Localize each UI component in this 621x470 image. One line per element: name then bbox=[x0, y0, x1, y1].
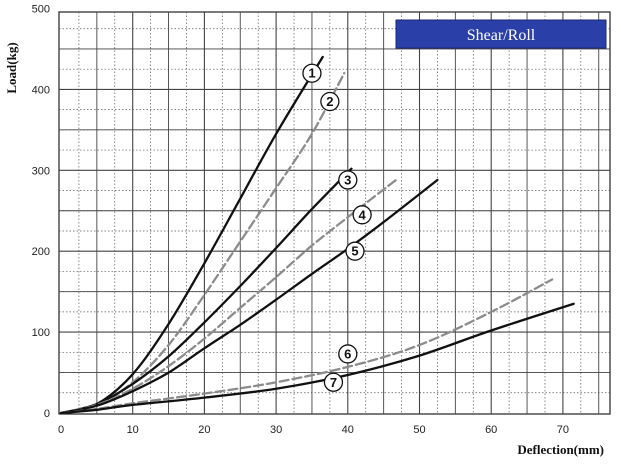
x-axis-label: Deflection(mm) bbox=[517, 442, 604, 457]
x-tick-label: 50 bbox=[413, 424, 425, 436]
series-label-2: 2 bbox=[326, 94, 333, 109]
series-line-6 bbox=[59, 278, 554, 415]
y-tick-label: 0 bbox=[44, 408, 50, 420]
legend-box: Shear/Roll bbox=[395, 19, 607, 49]
series-line-7 bbox=[59, 302, 575, 415]
y-axis-label: Load(kg) bbox=[4, 42, 19, 93]
series-label-5: 5 bbox=[351, 244, 358, 259]
legend-label: Shear/Roll bbox=[467, 27, 536, 44]
series-markers: 12 3 4 5 67 bbox=[302, 63, 372, 392]
series-line-3 bbox=[59, 167, 353, 415]
marker-circle bbox=[320, 91, 340, 112]
series-marker-6: 6 bbox=[338, 344, 358, 364]
x-tick-label: 20 bbox=[198, 424, 210, 436]
series-marker-3: 3 bbox=[338, 170, 358, 190]
x-tick-label: 60 bbox=[485, 424, 497, 436]
x-tick-label: 70 bbox=[557, 424, 569, 436]
x-tick-label: 30 bbox=[270, 424, 282, 436]
marker-circle bbox=[323, 372, 344, 392]
series-label-7: 7 bbox=[330, 375, 337, 390]
marker-circle bbox=[338, 170, 358, 190]
y-tick-label: 200 bbox=[32, 246, 50, 258]
series-lines bbox=[59, 55, 575, 415]
x-tick-label: 40 bbox=[342, 424, 354, 436]
series-marker-2: 2 bbox=[320, 91, 340, 112]
y-axis-ticks: 0 100 200 300 400 500 bbox=[32, 4, 50, 421]
x-axis-ticks: 0 10 20 30 40 50 60 70 bbox=[58, 424, 569, 436]
series-marker-4: 4 bbox=[352, 205, 372, 225]
series-line-5 bbox=[59, 178, 439, 415]
series-marker-1: 1 bbox=[302, 63, 322, 83]
marker-circle bbox=[352, 205, 372, 225]
x-tick-label: 0 bbox=[58, 424, 64, 436]
marker-circle bbox=[338, 344, 358, 364]
marker-circle bbox=[345, 241, 365, 261]
y-tick-label: 500 bbox=[32, 4, 50, 16]
y-tick-label: 100 bbox=[32, 327, 50, 339]
marker-circle bbox=[302, 63, 322, 83]
series-marker-5: 5 bbox=[345, 241, 365, 261]
y-tick-label: 300 bbox=[32, 165, 50, 177]
x-tick-label: 10 bbox=[127, 424, 139, 436]
series-label-3: 3 bbox=[344, 173, 351, 188]
series-label-6: 6 bbox=[344, 346, 351, 361]
series-marker-7: 7 bbox=[323, 372, 344, 392]
series-label-4: 4 bbox=[359, 207, 367, 222]
series-label-1: 1 bbox=[308, 66, 315, 81]
series-line-4 bbox=[59, 177, 400, 415]
y-tick-label: 400 bbox=[32, 84, 50, 96]
